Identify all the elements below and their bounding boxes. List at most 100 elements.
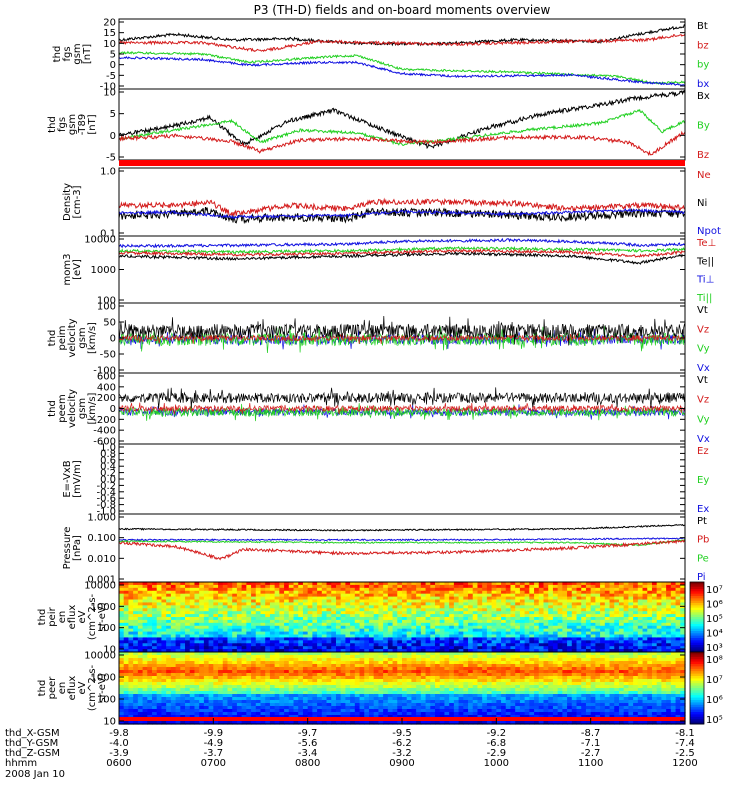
spectrogram-cell [260,661,266,665]
y-axis-label: peim [57,325,68,350]
spectrogram-cell [331,602,337,606]
spectrogram-cell [425,649,431,653]
spectrogram-cell [161,602,167,606]
spectrogram-cell [590,643,596,647]
spectrogram-cell [416,602,422,606]
y-tick-label: 0.0 [100,475,116,486]
spectrogram-cell [383,611,389,615]
spectrogram-cell [368,619,375,624]
spectrogram-cell [383,682,389,686]
spectrogram-cell [637,637,644,641]
spectrogram-cell [208,628,214,633]
spectrogram-cell [425,640,431,644]
spectrogram-cell [307,628,313,633]
spectrogram-cell [491,602,497,606]
spectrogram-cell [180,661,186,665]
spectrogram-cell [406,584,413,589]
spectrogram-cell [373,625,380,630]
spectrogram-cell [463,611,469,615]
spectrogram-cell [260,640,266,644]
spectrogram-cell [642,625,648,630]
spectrogram-cell [279,685,285,689]
spectrogram-cell [218,611,224,615]
spectrogram-cell [486,622,493,627]
spectrogram-cell [203,652,210,656]
spectrogram-cell [128,614,134,618]
spectrogram-cell [458,608,464,612]
spectrogram-cell [321,679,328,683]
spectrogram-cell [185,682,191,686]
spectrogram-cell [416,664,422,668]
spectrogram-cell [524,582,530,586]
spectrogram-cell [335,584,342,589]
spectrogram-cell [562,593,568,598]
spectrogram-cell [392,587,398,592]
spectrogram-cell [331,643,337,647]
spectrogram-cell [317,634,323,639]
spectrogram-cell [269,622,276,627]
spectrogram-cell [609,605,615,609]
spectrogram-cell [600,649,606,653]
spectrogram-cell [260,611,266,615]
spectrogram-cell [269,617,276,621]
spectrogram-cell [609,590,615,595]
spectrogram-cell [203,709,210,713]
spectrogram-cell [218,634,224,639]
spectrogram-cell [218,637,224,641]
spectrogram-cell [307,619,313,624]
spectrogram-cell [119,646,125,650]
spectrogram-cell [439,676,446,680]
spectrogram-cell [142,625,148,630]
spectrogram-cell [340,673,346,677]
spectrogram-cell [510,617,516,621]
spectrogram-cell [222,649,229,653]
spectrogram-cell [425,721,431,725]
spectrogram-cell [491,646,497,650]
spectrogram-cell [133,582,139,586]
spectrogram-cell [416,667,422,671]
colorbar-segment [690,640,704,644]
spectrogram-cell [218,700,224,704]
spectrogram-cell [519,614,526,618]
spectrogram-cell [501,605,507,609]
spectrogram-cell [236,582,243,586]
spectrogram-cell [213,664,219,668]
spectrogram-cell [543,605,549,609]
spectrogram-cell [633,617,639,621]
y-tick-label: -600 [93,437,116,448]
spectrogram-cell [321,593,328,598]
spectrogram-cell [496,584,502,589]
spectrogram-cell [359,676,365,680]
spectrogram-cell [302,584,309,589]
spectrogram-cell [279,605,285,609]
spectrogram-cell [614,599,620,604]
spectrogram-cell [642,587,648,592]
spectrogram-cell [255,658,262,662]
spectrogram-cell [321,643,328,647]
spectrogram-cell [402,715,408,719]
spectrogram-cell [383,658,389,662]
spectrogram-cell [576,582,582,586]
spectrogram-cell [486,688,493,692]
spectrogram-cell [222,617,229,621]
spectrogram-cell [199,700,205,704]
spectrogram-cell [284,715,290,719]
spectrogram-cell [534,622,540,627]
spectrogram-cell [666,602,672,606]
spectrogram-cell [378,617,384,621]
spectrogram-cell [152,646,158,650]
spectrogram-cell [449,661,455,665]
spectrogram-cell [670,596,677,601]
spectrogram-cell [241,593,247,598]
spectrogram-cell [373,715,380,719]
y-axis-label: sr-eV) [97,602,108,631]
spectrogram-cell [251,611,257,615]
spectrogram-cell [472,685,479,689]
spectrogram-cell [463,634,469,639]
spectrogram-cell [392,709,398,713]
spectrogram-cell [444,628,450,633]
spectrogram-cell [274,602,280,606]
spectrogram-cell [133,706,139,710]
spectrogram-cell [416,596,422,601]
spectrogram-cell [552,596,559,601]
